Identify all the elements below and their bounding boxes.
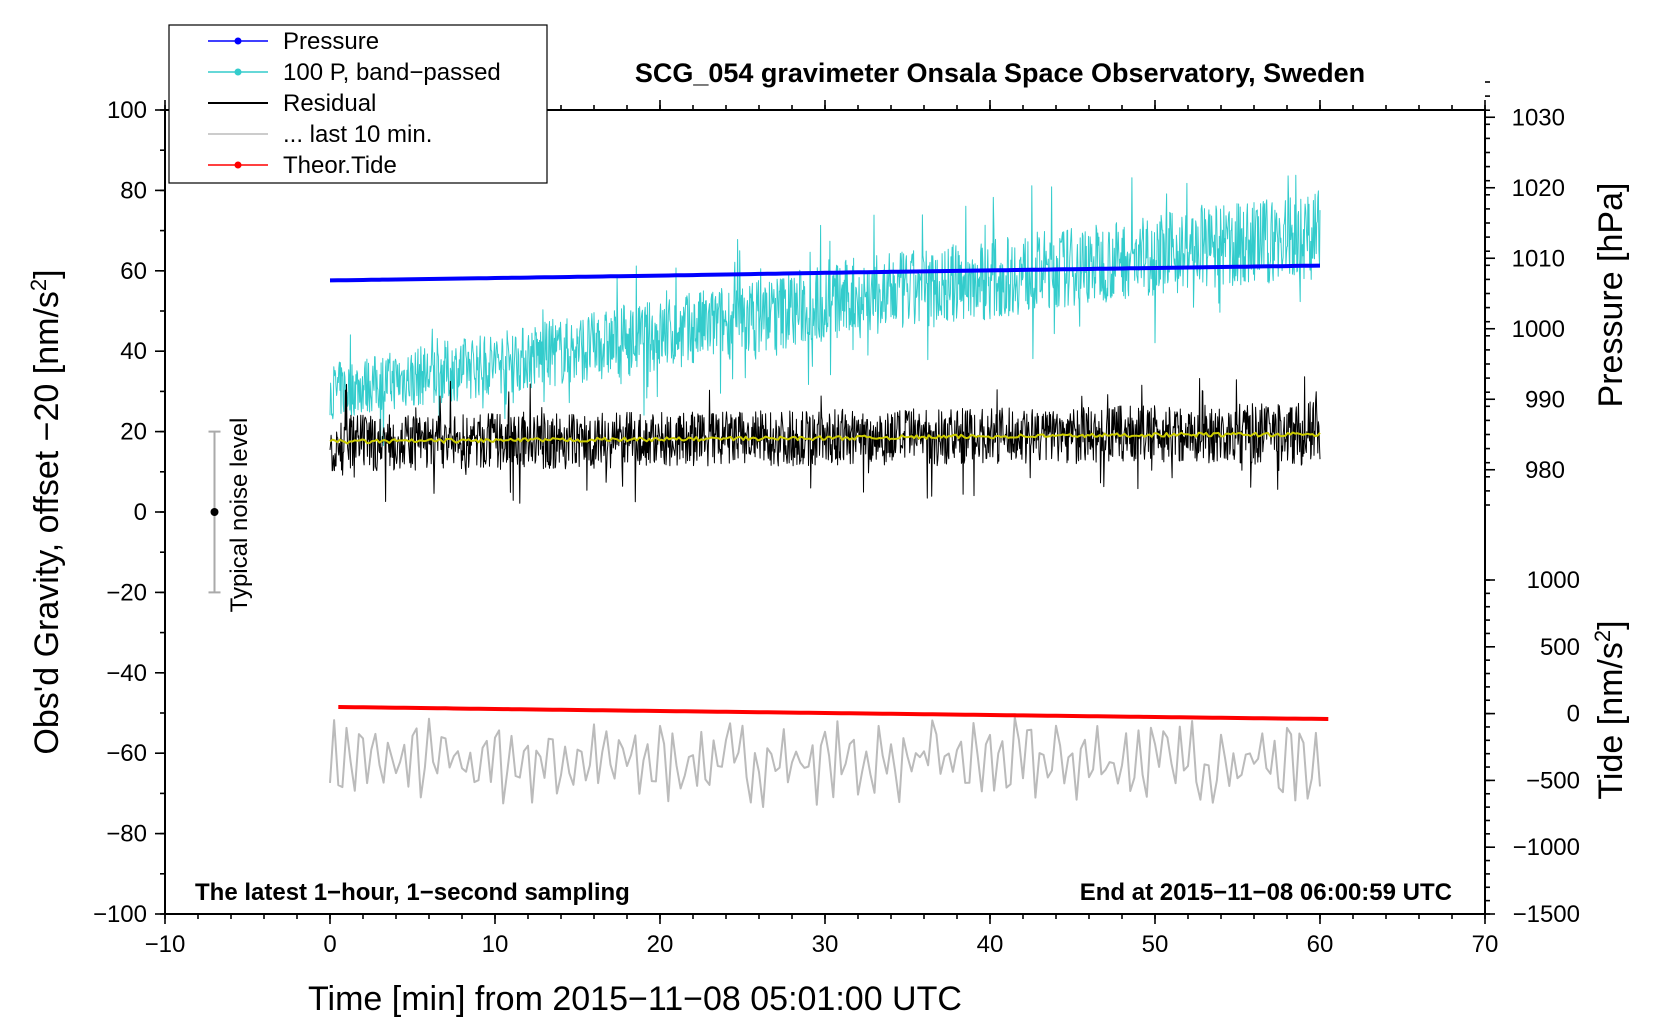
x-tick-label: 60 bbox=[1307, 931, 1334, 958]
y-tick-label: 40 bbox=[120, 338, 147, 365]
tide-tick-label: 1000 bbox=[1527, 567, 1580, 594]
note-latest-hour: The latest 1−hour, 1−second sampling bbox=[195, 879, 630, 906]
pressure-tick-label: 1000 bbox=[1512, 316, 1565, 343]
y-tick-label: 100 bbox=[107, 97, 147, 124]
y-tick-label: 60 bbox=[120, 258, 147, 285]
pressure-tick-label: 1020 bbox=[1512, 175, 1565, 202]
tide-axis-label-text: Tide [nm/s bbox=[1592, 642, 1630, 799]
noise-center-dot bbox=[210, 508, 219, 516]
y-tick-label: −60 bbox=[106, 740, 147, 767]
noise-level-indicator bbox=[208, 430, 221, 594]
noise-level-label: Typical noise level bbox=[226, 418, 253, 613]
y-tick-label: −80 bbox=[106, 821, 147, 848]
y-axis-label-sup: 2 bbox=[26, 279, 51, 291]
legend-marker-pressure bbox=[234, 37, 242, 45]
pressure-tick-label: 1030 bbox=[1512, 104, 1565, 131]
chart-title: SCG_054 gravimeter Onsala Space Observat… bbox=[635, 58, 1365, 88]
tide-tick-label: 500 bbox=[1540, 634, 1580, 661]
x-tick-label: 30 bbox=[812, 931, 839, 958]
x-tick-label: 10 bbox=[482, 931, 509, 958]
plot-frame bbox=[164, 109, 1486, 915]
x-tick-label: 50 bbox=[1142, 931, 1169, 958]
legend-label-theor-tide: Theor.Tide bbox=[283, 152, 397, 179]
legend: Pressure 100 P, band−passed Residual ... la… bbox=[168, 24, 548, 184]
series-pressure bbox=[329, 263, 1321, 283]
tide-tick-label: −500 bbox=[1526, 767, 1580, 794]
legend-label-100-p-band-passed: 100 P, band−passed bbox=[283, 59, 501, 86]
y-tick-label: −100 bbox=[93, 901, 147, 928]
y-tick-label: −40 bbox=[106, 660, 147, 687]
legend-marker-theor-tide bbox=[234, 161, 242, 169]
y-axis-label-close: ] bbox=[28, 269, 66, 278]
tide-axis-label-sup: 2 bbox=[1590, 630, 1615, 642]
series-100-p-band-passed bbox=[329, 174, 1321, 447]
series-residual bbox=[329, 376, 1321, 504]
pressure-axis-label: Pressure [hPa] bbox=[1592, 183, 1630, 408]
pressure-tick-label: 980 bbox=[1525, 457, 1565, 484]
note-end-time: End at 2015−11−08 06:00:59 UTC bbox=[1080, 879, 1452, 906]
legend-label-last-10-min: ... last 10 min. bbox=[283, 121, 432, 148]
x-axis-label: Time [min] from 2015−11−08 05:01:00 UTC bbox=[308, 980, 962, 1018]
series-last-10-min bbox=[329, 716, 1321, 808]
x-tick-label: 40 bbox=[977, 931, 1004, 958]
tide-axis-label-close: ] bbox=[1592, 620, 1630, 629]
legend-marker-100-p-band-passed bbox=[234, 68, 242, 76]
legend-label-residual: Residual bbox=[283, 90, 376, 117]
tide-tick-label: 0 bbox=[1567, 701, 1580, 728]
tide-tick-label: −1500 bbox=[1513, 901, 1580, 928]
series-residual-smoothed bbox=[329, 431, 1321, 445]
x-tick-label: 0 bbox=[323, 931, 336, 958]
series-theor-tide bbox=[338, 705, 1329, 721]
legend-label-pressure: Pressure bbox=[283, 28, 379, 55]
y-tick-label: −20 bbox=[106, 579, 147, 606]
y-tick-label: 0 bbox=[134, 499, 147, 526]
y-axis-label: Obs'd Gravity, offset −20 [nm/s2] bbox=[26, 269, 66, 754]
y-tick-label: 80 bbox=[120, 177, 147, 204]
pressure-tick-label: 990 bbox=[1525, 386, 1565, 413]
x-tick-label: −10 bbox=[145, 931, 186, 958]
tide-tick-label: −1000 bbox=[1513, 834, 1580, 861]
x-tick-label: 20 bbox=[647, 931, 674, 958]
ticks-layer: −10 0 10 20 30 40 50 60 70−100−80−60−40−20020406… bbox=[93, 81, 1580, 958]
pressure-tick-label: 1010 bbox=[1512, 245, 1565, 272]
series-layer bbox=[329, 174, 1329, 808]
y-tick-label: 20 bbox=[120, 419, 147, 446]
x-tick-label: 70 bbox=[1472, 931, 1499, 958]
tide-axis-label: Tide [nm/s2] bbox=[1590, 620, 1630, 799]
y-axis-label-text: Obs'd Gravity, offset −20 [nm/s bbox=[28, 291, 66, 754]
